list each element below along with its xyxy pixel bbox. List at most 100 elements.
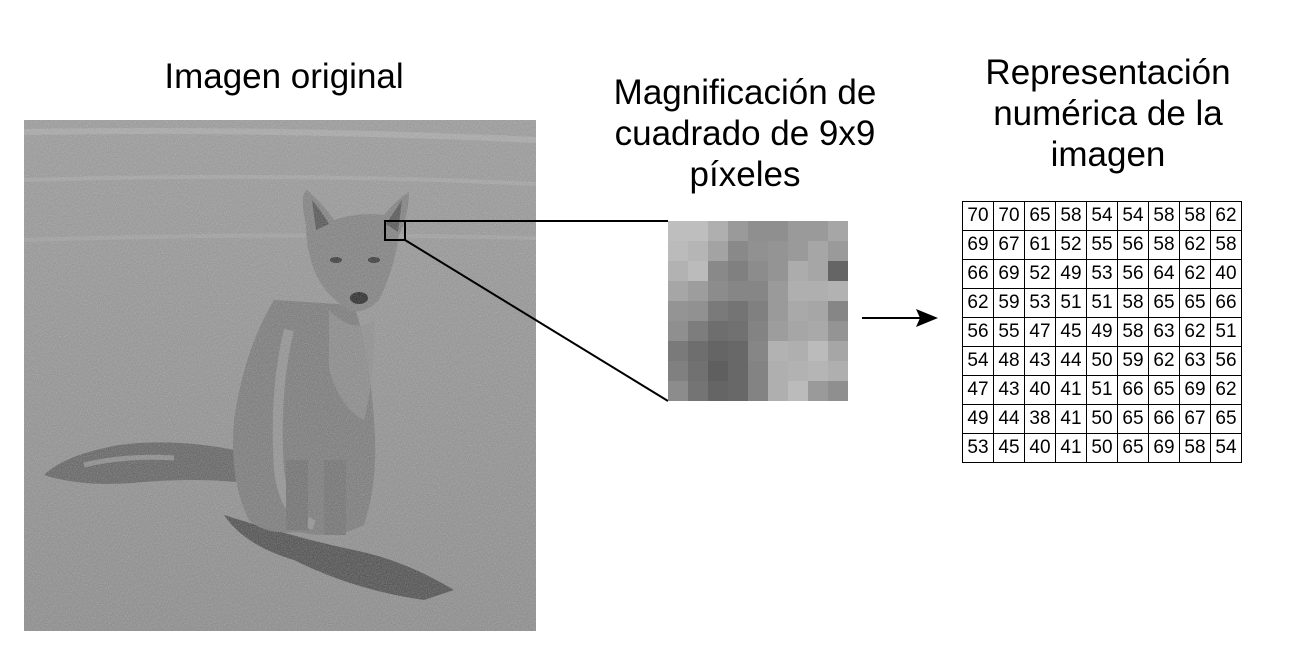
magnified-pixel (828, 221, 848, 241)
pixel-value-cell: 44 (993, 404, 1025, 434)
table-row: 56 55 47 45 49 58 63 62 51 (962, 317, 1242, 347)
magnified-pixel (728, 241, 748, 261)
pixel-value-cell: 55 (993, 317, 1025, 347)
pixel-value-cell: 45 (993, 433, 1025, 463)
magnified-pixel (708, 241, 728, 261)
magnified-pixel (708, 381, 728, 401)
pixel-value-cell: 51 (1210, 317, 1242, 347)
pixel-value-cell: 67 (1179, 404, 1211, 434)
magnified-pixel (768, 381, 788, 401)
table-row: 69 67 61 52 55 56 58 62 58 (962, 230, 1242, 260)
table-row: 70 70 65 58 54 54 58 58 62 (962, 201, 1242, 231)
pixel-value-cell: 63 (1179, 346, 1211, 376)
magnified-pixel (748, 381, 768, 401)
pixel-value-cell: 64 (1148, 259, 1180, 289)
pixel-value-cell: 70 (962, 201, 994, 231)
pixel-value-cell: 61 (1024, 230, 1056, 260)
pixel-value-cell: 62 (1179, 259, 1211, 289)
pixel-value-cell: 52 (1055, 230, 1087, 260)
magnified-pixel (828, 341, 848, 361)
pixel-value-cell: 43 (993, 375, 1025, 405)
magnified-pixel (768, 301, 788, 321)
table-row: 66 69 52 49 53 56 64 62 40 (962, 259, 1242, 289)
magnified-pixel (688, 321, 708, 341)
magnified-pixel (668, 221, 688, 241)
arrow-right-icon (862, 309, 938, 327)
pixel-value-cell: 58 (1148, 230, 1180, 260)
magnified-pixel (668, 381, 688, 401)
pixel-value-cell: 58 (1179, 201, 1211, 231)
magnified-pixel (808, 381, 828, 401)
pixel-value-cell: 66 (962, 259, 994, 289)
pixel-value-cell: 56 (962, 317, 994, 347)
pixel-value-cell: 40 (1210, 259, 1242, 289)
pixel-value-cell: 51 (1055, 288, 1087, 318)
magnified-pixel (808, 321, 828, 341)
pixel-value-cell: 49 (1086, 317, 1118, 347)
magnified-pixel (788, 341, 808, 361)
pixel-value-cell: 56 (1117, 259, 1149, 289)
pixel-value-cell: 65 (1117, 433, 1149, 463)
magnified-pixel (788, 221, 808, 241)
magnified-pixel (728, 361, 748, 381)
pixel-value-cell: 53 (962, 433, 994, 463)
pixel-value-cell: 58 (1179, 433, 1211, 463)
magnified-pixel (668, 341, 688, 361)
pixel-value-cell: 62 (1148, 346, 1180, 376)
magnified-pixel (748, 341, 768, 361)
magnified-pixel (828, 321, 848, 341)
pixel-value-cell: 41 (1055, 375, 1087, 405)
magnified-pixel (808, 281, 828, 301)
pixel-value-cell: 54 (962, 346, 994, 376)
magnified-pixel (828, 361, 848, 381)
pixel-value-cell: 40 (1024, 375, 1056, 405)
magnified-pixel (748, 241, 768, 261)
pixel-value-cell: 47 (1024, 317, 1056, 347)
numeric-representation-title: Representación numérica de la imagen (985, 53, 1231, 174)
pixel-value-cell: 56 (1117, 230, 1149, 260)
pixel-value-cell: 62 (1210, 201, 1242, 231)
pixel-value-cell: 69 (962, 230, 994, 260)
magnified-pixel (668, 281, 688, 301)
table-row: 53 45 40 41 50 65 69 58 54 (962, 433, 1242, 463)
magnified-pixel (728, 301, 748, 321)
pixel-value-cell: 53 (1024, 288, 1056, 318)
pixel-value-cell: 65 (1148, 288, 1180, 318)
magnified-pixel (788, 281, 808, 301)
magnified-pixel (788, 321, 808, 341)
magnified-pixel (668, 301, 688, 321)
pixel-value-cell: 65 (1024, 201, 1056, 231)
pixel-value-cell: 59 (1117, 346, 1149, 376)
pixel-value-cell: 66 (1210, 288, 1242, 318)
pixel-value-cell: 65 (1179, 288, 1211, 318)
magnification-title: Magnificación de cuadrado de 9x9 píxeles (613, 73, 877, 194)
magnified-pixel (748, 321, 768, 341)
magnified-pixel (768, 341, 788, 361)
pixel-value-cell: 65 (1117, 404, 1149, 434)
pixel-value-cell: 45 (1055, 317, 1087, 347)
magnified-pixel (808, 301, 828, 321)
magnified-pixel (768, 281, 788, 301)
pixel-value-cell: 54 (1117, 201, 1149, 231)
magnified-pixel (788, 381, 808, 401)
pixel-value-cell: 66 (1117, 375, 1149, 405)
magnified-pixel (668, 361, 688, 381)
magnified-pixel (708, 341, 728, 361)
magnified-pixel (688, 341, 708, 361)
pixel-value-cell: 52 (1024, 259, 1056, 289)
magnified-pixel (788, 361, 808, 381)
pixel-value-cell: 65 (1148, 375, 1180, 405)
pixel-value-cell: 58 (1117, 317, 1149, 347)
magnified-pixel (768, 361, 788, 381)
magnified-pixel (688, 381, 708, 401)
pixel-value-cell: 47 (962, 375, 994, 405)
magnified-pixel (788, 241, 808, 261)
magnified-pixel (768, 321, 788, 341)
magnified-pixel (688, 281, 708, 301)
pixel-value-cell: 40 (1024, 433, 1056, 463)
pixel-value-cell: 62 (962, 288, 994, 318)
magnified-pixel (668, 261, 688, 281)
table-row: 47 43 40 41 51 66 65 69 62 (962, 375, 1242, 405)
magnified-pixel (708, 261, 728, 281)
magnified-pixel (708, 281, 728, 301)
